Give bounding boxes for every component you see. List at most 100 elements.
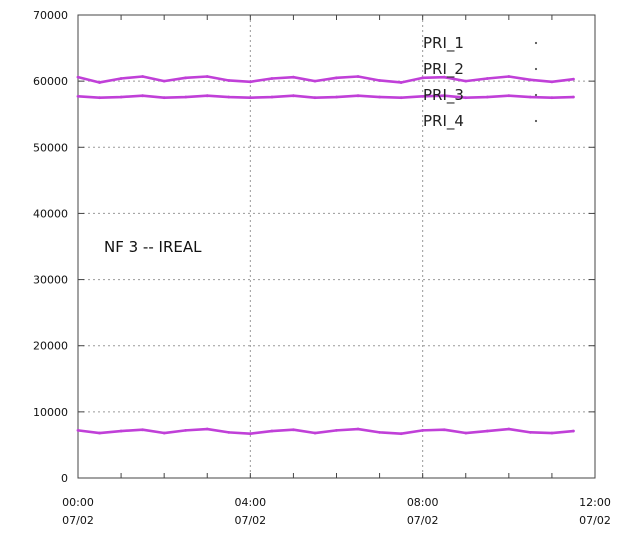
data-point-pri_2 xyxy=(248,80,252,84)
data-point-pri_3 xyxy=(399,96,403,100)
data-point-pri_3 xyxy=(528,95,532,99)
data-point-pri_3 xyxy=(292,94,295,98)
legend-marker-pri_3 xyxy=(534,93,538,97)
data-point-pri_4 xyxy=(507,427,511,431)
data-point-pri_4 xyxy=(378,430,381,434)
data-point-pri_2 xyxy=(184,76,188,80)
data-point-pri_4 xyxy=(442,428,446,432)
data-point-pri_3 xyxy=(205,94,209,98)
data-point-pri_3 xyxy=(378,95,381,99)
x-tick-date: 07/02 xyxy=(234,514,266,527)
data-point-pri_3 xyxy=(184,95,188,99)
series-line-pri_4 xyxy=(77,427,574,435)
data-point-pri_3 xyxy=(162,96,166,100)
data-point-pri_4 xyxy=(184,428,188,432)
y-tick-label: 40000 xyxy=(33,207,68,220)
x-tick-time: 00:00 xyxy=(62,496,94,509)
x-tick-time: 04:00 xyxy=(234,496,266,509)
x-tick-time: 12:00 xyxy=(579,496,611,509)
data-point-pri_3 xyxy=(464,96,468,100)
x-tick-date: 07/02 xyxy=(407,514,439,527)
data-point-pri_3 xyxy=(119,95,123,99)
series-layer xyxy=(76,75,575,436)
data-point-pri_3 xyxy=(270,95,274,99)
data-point-pri_4 xyxy=(119,429,123,433)
data-point-pri_4 xyxy=(292,428,295,432)
data-point-pri_4 xyxy=(356,427,360,431)
data-point-pri_4 xyxy=(572,429,575,433)
data-point-pri_4 xyxy=(313,431,317,435)
data-point-pri_2 xyxy=(550,80,554,84)
y-tick-label: 50000 xyxy=(33,141,68,154)
legend-label-pri_3: PRI_3 xyxy=(423,86,464,105)
data-point-pri_4 xyxy=(270,429,274,433)
data-point-pri_2 xyxy=(141,75,145,78)
data-point-pri_2 xyxy=(270,77,274,80)
data-point-pri_2 xyxy=(507,75,511,78)
data-point-pri_2 xyxy=(528,78,532,82)
data-point-pri_3 xyxy=(76,94,80,98)
data-point-pri_4 xyxy=(485,429,489,433)
data-point-pri_4 xyxy=(248,432,252,436)
data-point-pri_2 xyxy=(378,79,381,82)
data-point-pri_2 xyxy=(313,79,317,83)
legend-marker-pri_1 xyxy=(534,41,538,45)
legend: PRI_1 PRI_2 PRI_3 PRI_4 xyxy=(423,34,538,131)
data-point-pri_4 xyxy=(399,432,403,436)
data-point-pri_2 xyxy=(485,77,489,80)
data-point-pri_3 xyxy=(550,96,554,100)
data-point-pri_2 xyxy=(442,75,446,79)
data-point-pri_3 xyxy=(335,95,338,99)
data-point-pri_3 xyxy=(248,96,252,100)
series-line-pri_2 xyxy=(77,75,574,84)
data-point-pri_3 xyxy=(572,95,575,99)
y-tick-label: 30000 xyxy=(33,274,68,287)
data-point-pri_2 xyxy=(205,75,209,78)
series-line-pri_3 xyxy=(77,94,574,99)
chart-annotation: NF 3 -- IREAL xyxy=(104,238,202,256)
y-tick-label: 10000 xyxy=(33,406,68,419)
data-point-pri_4 xyxy=(98,431,101,435)
tick-layer: 0 10000 20000 30000 40000 50000 60000 70000 00:0… xyxy=(33,9,611,527)
data-point-pri_3 xyxy=(227,95,231,99)
y-tick-label: 0 xyxy=(61,472,68,485)
legend-label-pri_2: PRI_2 xyxy=(423,60,464,79)
data-point-pri_2 xyxy=(399,81,403,84)
data-point-pri_3 xyxy=(421,94,425,98)
data-point-pri_2 xyxy=(162,79,166,83)
y-tick-label: 70000 xyxy=(33,9,68,22)
data-point-pri_3 xyxy=(141,94,145,98)
data-point-pri_4 xyxy=(162,431,166,435)
data-point-pri_4 xyxy=(550,431,554,435)
data-point-pri_2 xyxy=(227,79,231,82)
data-point-pri_2 xyxy=(335,76,338,80)
legend-label-pri_1: PRI_1 xyxy=(423,34,464,53)
grid-layer xyxy=(78,15,595,478)
data-point-pri_2 xyxy=(572,77,575,81)
data-point-pri_3 xyxy=(485,95,489,99)
data-point-pri_3 xyxy=(356,94,360,98)
plot-frame xyxy=(77,14,596,479)
data-point-pri_2 xyxy=(119,77,123,80)
data-point-pri_4 xyxy=(528,430,532,434)
y-tick-label: 60000 xyxy=(33,75,68,88)
y-tick-label: 20000 xyxy=(33,340,68,353)
data-point-pri_3 xyxy=(442,94,446,98)
legend-marker-pri_4 xyxy=(534,119,538,123)
data-point-pri_4 xyxy=(76,428,80,432)
data-point-pri_2 xyxy=(292,75,295,79)
data-point-pri_4 xyxy=(141,428,145,432)
x-tick-date: 07/02 xyxy=(62,514,94,527)
data-point-pri_2 xyxy=(98,81,101,84)
data-point-pri_2 xyxy=(421,76,425,80)
legend-label-pri_4: PRI_4 xyxy=(423,112,464,131)
data-point-pri_4 xyxy=(421,428,425,432)
data-point-pri_3 xyxy=(313,96,317,100)
data-point-pri_3 xyxy=(98,96,101,100)
data-point-pri_4 xyxy=(205,427,209,431)
x-tick-time: 08:00 xyxy=(407,496,439,509)
data-point-pri_4 xyxy=(335,428,338,432)
data-point-pri_2 xyxy=(356,75,360,78)
x-tick-date: 07/02 xyxy=(579,514,611,527)
